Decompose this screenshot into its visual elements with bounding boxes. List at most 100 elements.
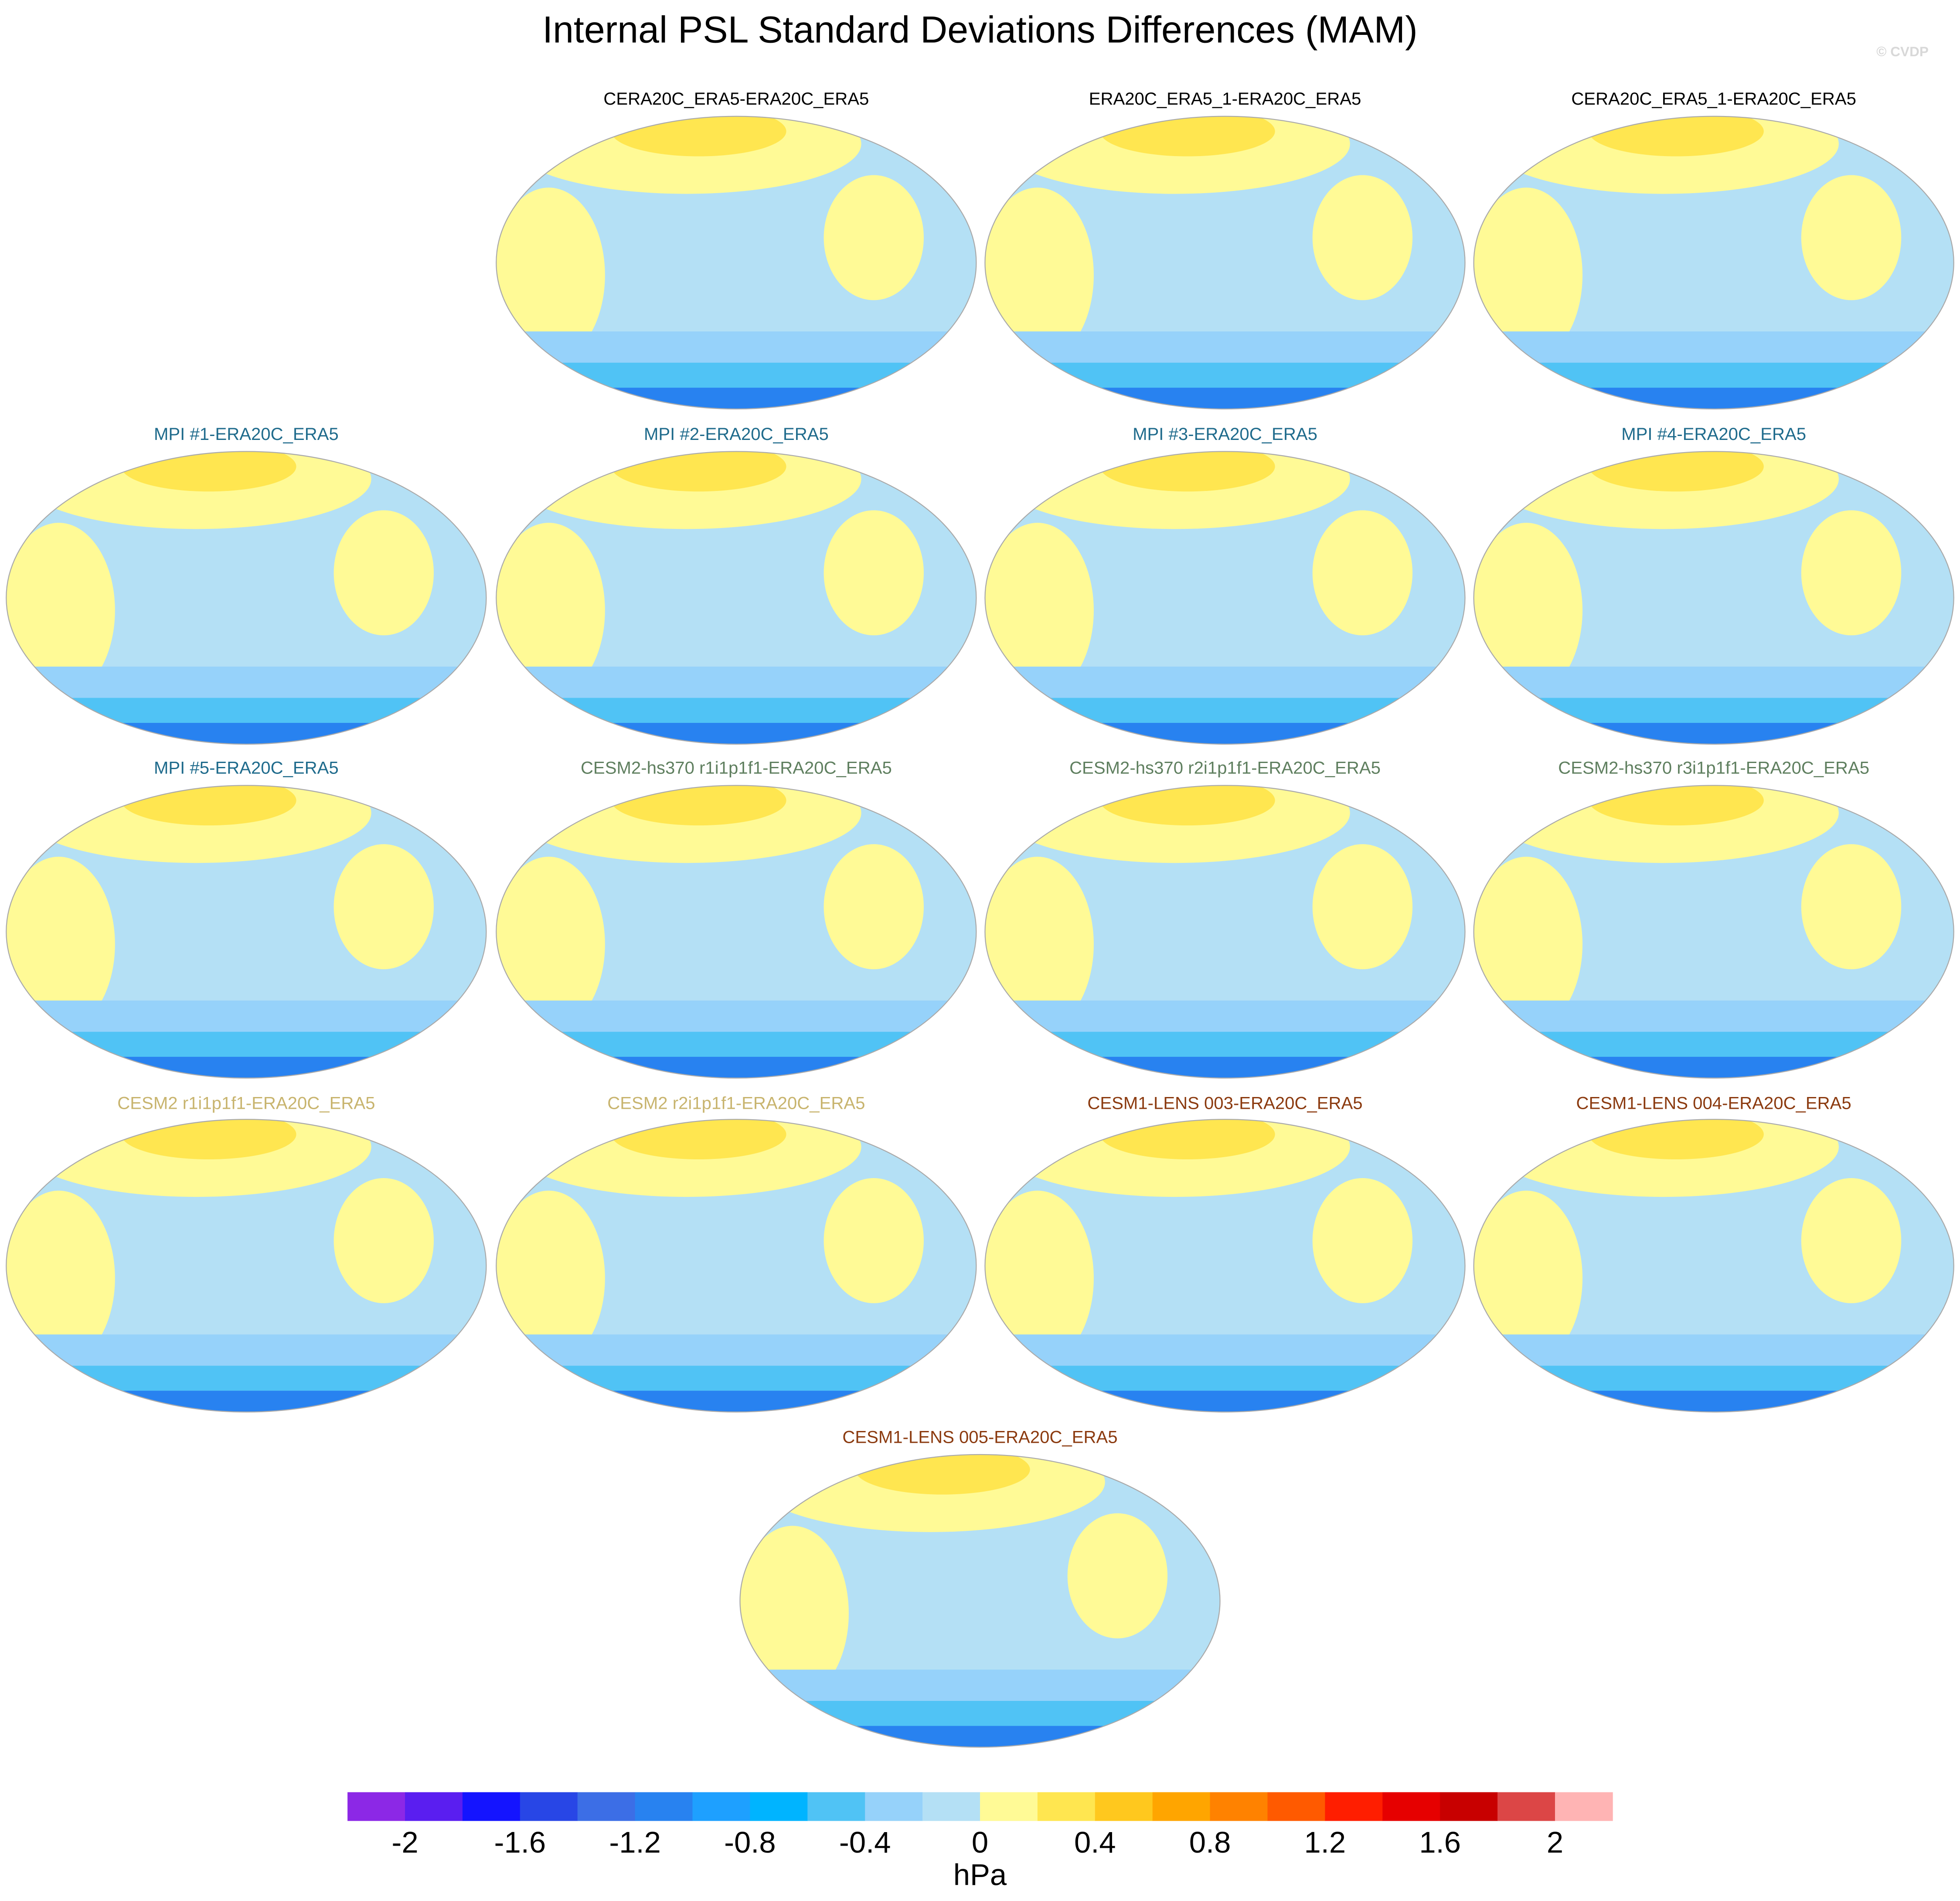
map-shading [1473,1056,1954,1078]
map-shading [611,116,786,157]
map-panel: CESM2-hs370 r1i1p1f1-ERA20C_ERA5 [496,758,977,1079]
colorbar-box [865,1792,923,1821]
map-shading [6,722,487,744]
map-panel: CESM2 r2i1p1f1-ERA20C_ERA5 [496,1093,977,1413]
map-shading [985,187,1094,363]
map-shading [1473,856,1583,1032]
colorbar-tick-label: 1.6 [1419,1826,1461,1859]
colorbar-tick-label: -2 [391,1826,418,1859]
map-shading [333,844,434,970]
map-shading [1100,116,1275,157]
map-shading [496,388,977,409]
map-shading [985,523,1094,698]
map-outline [496,1119,977,1413]
map-shading [496,523,605,698]
map-panel: CERA20C_ERA5-ERA20C_ERA5 [496,89,977,410]
colorbar-box [347,1792,405,1821]
map-panel: MPI #2-ERA20C_ERA5 [496,424,977,745]
map-shading [333,1178,434,1303]
map-shading [1312,510,1413,636]
map-shading [740,1726,1220,1748]
colorbar-box [577,1792,636,1821]
map-shading [496,1190,605,1366]
map-panel: MPI #1-ERA20C_ERA5 [6,424,487,745]
colorbar-tick-label: 0.4 [1074,1826,1116,1859]
panel-title: ERA20C_ERA5_1-ERA20C_ERA5 [1089,89,1361,109]
colorbar-box [1555,1792,1613,1821]
colorbar-box [922,1792,980,1821]
map-shading [985,1190,1094,1366]
colorbar-tick-label: -1.6 [494,1826,546,1859]
colorbar-box [980,1792,1038,1821]
map-shading [1801,844,1902,970]
map-shading [6,1190,115,1366]
map-shading [611,1119,786,1160]
map-shading [985,388,1465,409]
colorbar-box [1037,1792,1096,1821]
colorbar-tick-label: -0.4 [839,1826,891,1859]
map-shading [855,1454,1030,1495]
map-shading [1473,1190,1583,1366]
colorbar-tick-label: 2 [1547,1826,1563,1859]
map-shading [1473,523,1583,698]
panel-title: CERA20C_ERA5_1-ERA20C_ERA5 [1571,89,1856,109]
colorbar-box [405,1792,463,1821]
panel-title: CESM1-LENS 004-ERA20C_ERA5 [1576,1093,1851,1113]
map-panel: CESM1-LENS 005-ERA20C_ERA5 [739,1427,1221,1748]
panel-title: CESM1-LENS 005-ERA20C_ERA5 [842,1427,1117,1447]
map-panel: MPI #3-ERA20C_ERA5 [984,424,1466,745]
map-shading [1100,1119,1275,1160]
colorbar-box [520,1792,578,1821]
map-shading [611,451,786,492]
map-panel: CESM2 r1i1p1f1-ERA20C_ERA5 [6,1093,487,1413]
map-shading [1801,175,1902,300]
map-shading [496,1056,977,1078]
map-shading [1067,1513,1168,1639]
map-panel: ERA20C_ERA5_1-ERA20C_ERA5 [984,89,1466,410]
map-shading [6,523,115,698]
watermark: © CVDP [1876,44,1929,59]
colorbar-box [462,1792,521,1821]
colorbar-label: hPa [953,1858,1007,1892]
map-shading [985,1390,1465,1412]
map-panel: CESM2-hs370 r2i1p1f1-ERA20C_ERA5 [984,758,1466,1079]
map-outline [6,1119,487,1413]
colorbar-tick-label: 0.8 [1189,1826,1231,1859]
map-shading [496,856,605,1032]
panel-title: MPI #5-ERA20C_ERA5 [154,758,339,778]
figure-title: Internal PSL Standard Deviations Differe… [542,9,1418,51]
map-outline [984,785,1466,1079]
panel-title: MPI #3-ERA20C_ERA5 [1133,424,1317,444]
colorbar-box [1210,1792,1268,1821]
map-shading [823,1178,924,1303]
map-shading [1100,451,1275,492]
map-shading [1801,510,1902,636]
map-outline [739,1454,1221,1748]
map-shading [1100,785,1275,826]
colorbar: -2 -1.6 -1.2 -0.8 -0.4 0 0.4 0.8 1.2 1.6 2 hPa [347,1792,1613,1892]
panel-title: CESM2-hs370 r3i1p1f1-ERA20C_ERA5 [1558,758,1869,778]
map-shading [333,510,434,636]
map-panel: CESM1-LENS 004-ERA20C_ERA5 [1473,1093,1954,1413]
map-outline [984,116,1466,410]
map-shading [121,1119,296,1160]
map-outline [6,451,487,745]
map-outline [984,451,1466,745]
colorbar-box [1382,1792,1441,1821]
colorbar-box [750,1792,808,1821]
panel-title: CESM1-LENS 003-ERA20C_ERA5 [1087,1093,1362,1113]
map-shading [1312,1178,1413,1303]
map-shading [823,175,924,300]
map-shading [1589,1119,1764,1160]
map-shading [6,1056,487,1078]
map-shading [1589,116,1764,157]
panel-title: CESM2-hs370 r2i1p1f1-ERA20C_ERA5 [1069,758,1381,778]
colorbar-tick-label: -1.2 [609,1826,661,1859]
panel-title: MPI #2-ERA20C_ERA5 [644,424,829,444]
panel-title: CERA20C_ERA5-ERA20C_ERA5 [603,89,869,109]
map-shading [496,722,977,744]
colorbar-box [1497,1792,1555,1821]
map-outline [1473,785,1954,1079]
map-shading [496,187,605,363]
